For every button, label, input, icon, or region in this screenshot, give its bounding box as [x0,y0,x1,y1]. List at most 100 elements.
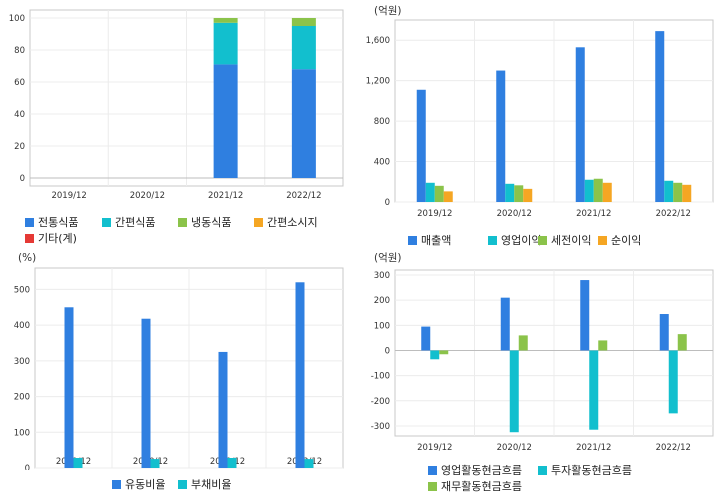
legend-swatch [428,481,437,491]
legend-label: 매출액 [421,234,452,247]
y-tick-label: 60 [14,78,25,88]
bar [213,64,238,178]
x-tick-label: 2019/12 [417,209,452,219]
legend-item: 간편소시지 [254,214,318,230]
y-tick-label: -200 [371,397,390,407]
income-chart: (억원) 0 400 800 1,200 1,600 2019/12 2020/12 2021/… [360,0,720,250]
unit-label: (%) [18,252,36,264]
bar [589,350,599,430]
x-tick-label: 2022/12 [656,209,691,219]
bar [291,18,316,26]
y-tick-label: 40 [14,110,25,120]
product-mix-chart-svg: 0 20 40 60 80 100 2019/12 2020/12 2021/12 2022/12 [9,9,344,200]
y-tick-label: 300 [374,271,390,281]
legend-swatch [428,465,437,475]
x-tick-label: 2019/12 [417,443,452,453]
legend-swatch [538,235,547,245]
bar [213,22,238,65]
y-tick-label: 0 [20,174,25,184]
y-tick-label: 0 [385,198,390,208]
legend-label: 순이익 [611,234,642,247]
legend-label: 재무활동현금흐름 [441,480,522,493]
legend-item: 냉동식품 [178,214,231,230]
legend-swatch [538,465,547,475]
x-tick-label: 2019/12 [51,191,86,200]
bar [575,47,585,202]
bar [218,351,228,468]
legend-item: 간편식품 [102,214,155,230]
y-tick-label: 400 [14,321,30,331]
x-tick-label: 2020/12 [497,443,532,453]
bar [430,350,440,360]
legend-item: 세전이익 [538,232,591,248]
ratio-chart: (%)01002003004005002019/122020/122021/12… [0,250,350,496]
ratio-chart-svg: (%)01002003004005002019/122020/122021/12… [14,252,344,470]
bar [64,307,74,468]
legend-item: 부채비율 [178,476,231,492]
legend-item: 매출액 [408,232,451,248]
bar [598,340,608,351]
bar [227,458,237,468]
legend-swatch [488,235,497,245]
bar [434,185,444,202]
y-tick-label: 200 [374,296,390,306]
bar [673,182,683,202]
legend-swatch [254,217,263,227]
bar [602,182,612,202]
legend-label: 영업활동현금흐름 [441,464,522,477]
bar [505,183,515,202]
bar [416,89,426,202]
bar [514,185,524,202]
legend-label: 간편소시지 [267,216,318,229]
bar [668,350,678,414]
bar [141,318,151,468]
legend-item: 영업이익 [488,232,541,248]
bar [295,282,305,468]
bar [213,18,238,23]
x-tick-label: 2021/12 [576,209,611,219]
x-tick-label: 2022/12 [656,443,691,453]
legend-swatch [598,235,607,245]
legend-label: 투자활동현금흐름 [551,464,632,477]
bar [425,182,435,202]
legend-swatch [408,235,417,245]
bar [291,26,316,70]
bar [677,334,687,351]
legend-label: 부채비율 [191,478,232,491]
y-tick-label: 1,600 [366,36,390,46]
legend-item: 영업활동현금흐름 [428,462,522,478]
income-legend: 매출액 영업이익 세전이익 순이익 [360,228,720,248]
bar [580,280,590,351]
legend-swatch [178,479,187,489]
x-tick-label: 2021/12 [208,191,243,200]
bar [304,459,314,468]
y-tick-label: 300 [14,357,30,367]
bar [655,31,665,202]
legend-item: 재무활동현금흐름 [428,478,522,494]
bar [73,458,83,468]
legend-item: 전통식품 [25,214,78,230]
legend-label: 유동비율 [125,478,166,491]
y-tick-label: 1,200 [366,77,390,87]
bar [496,70,506,202]
bar [291,69,316,178]
bar [421,326,431,351]
legend-swatch [102,217,111,227]
bar [593,178,603,202]
ratio-legend: 유동비율 부채비율 [0,474,350,494]
y-tick-label: 20 [14,142,25,152]
bar [509,350,519,433]
legend-swatch [25,233,34,243]
x-tick-label: 2020/12 [130,191,165,200]
legend-label: 전통식품 [38,216,79,229]
x-tick-label: 2021/12 [576,443,611,453]
legend-swatch [112,479,121,489]
cashflow-chart-svg: (억원) -300 -200 -100 0 100 200 300 2019/12 2020/12… [371,252,714,453]
y-tick-label: 200 [14,393,30,403]
legend-item: 순이익 [598,232,641,248]
legend-label: 기타(계) [38,232,77,245]
unit-label: (억원) [374,5,402,17]
bar [518,335,528,351]
